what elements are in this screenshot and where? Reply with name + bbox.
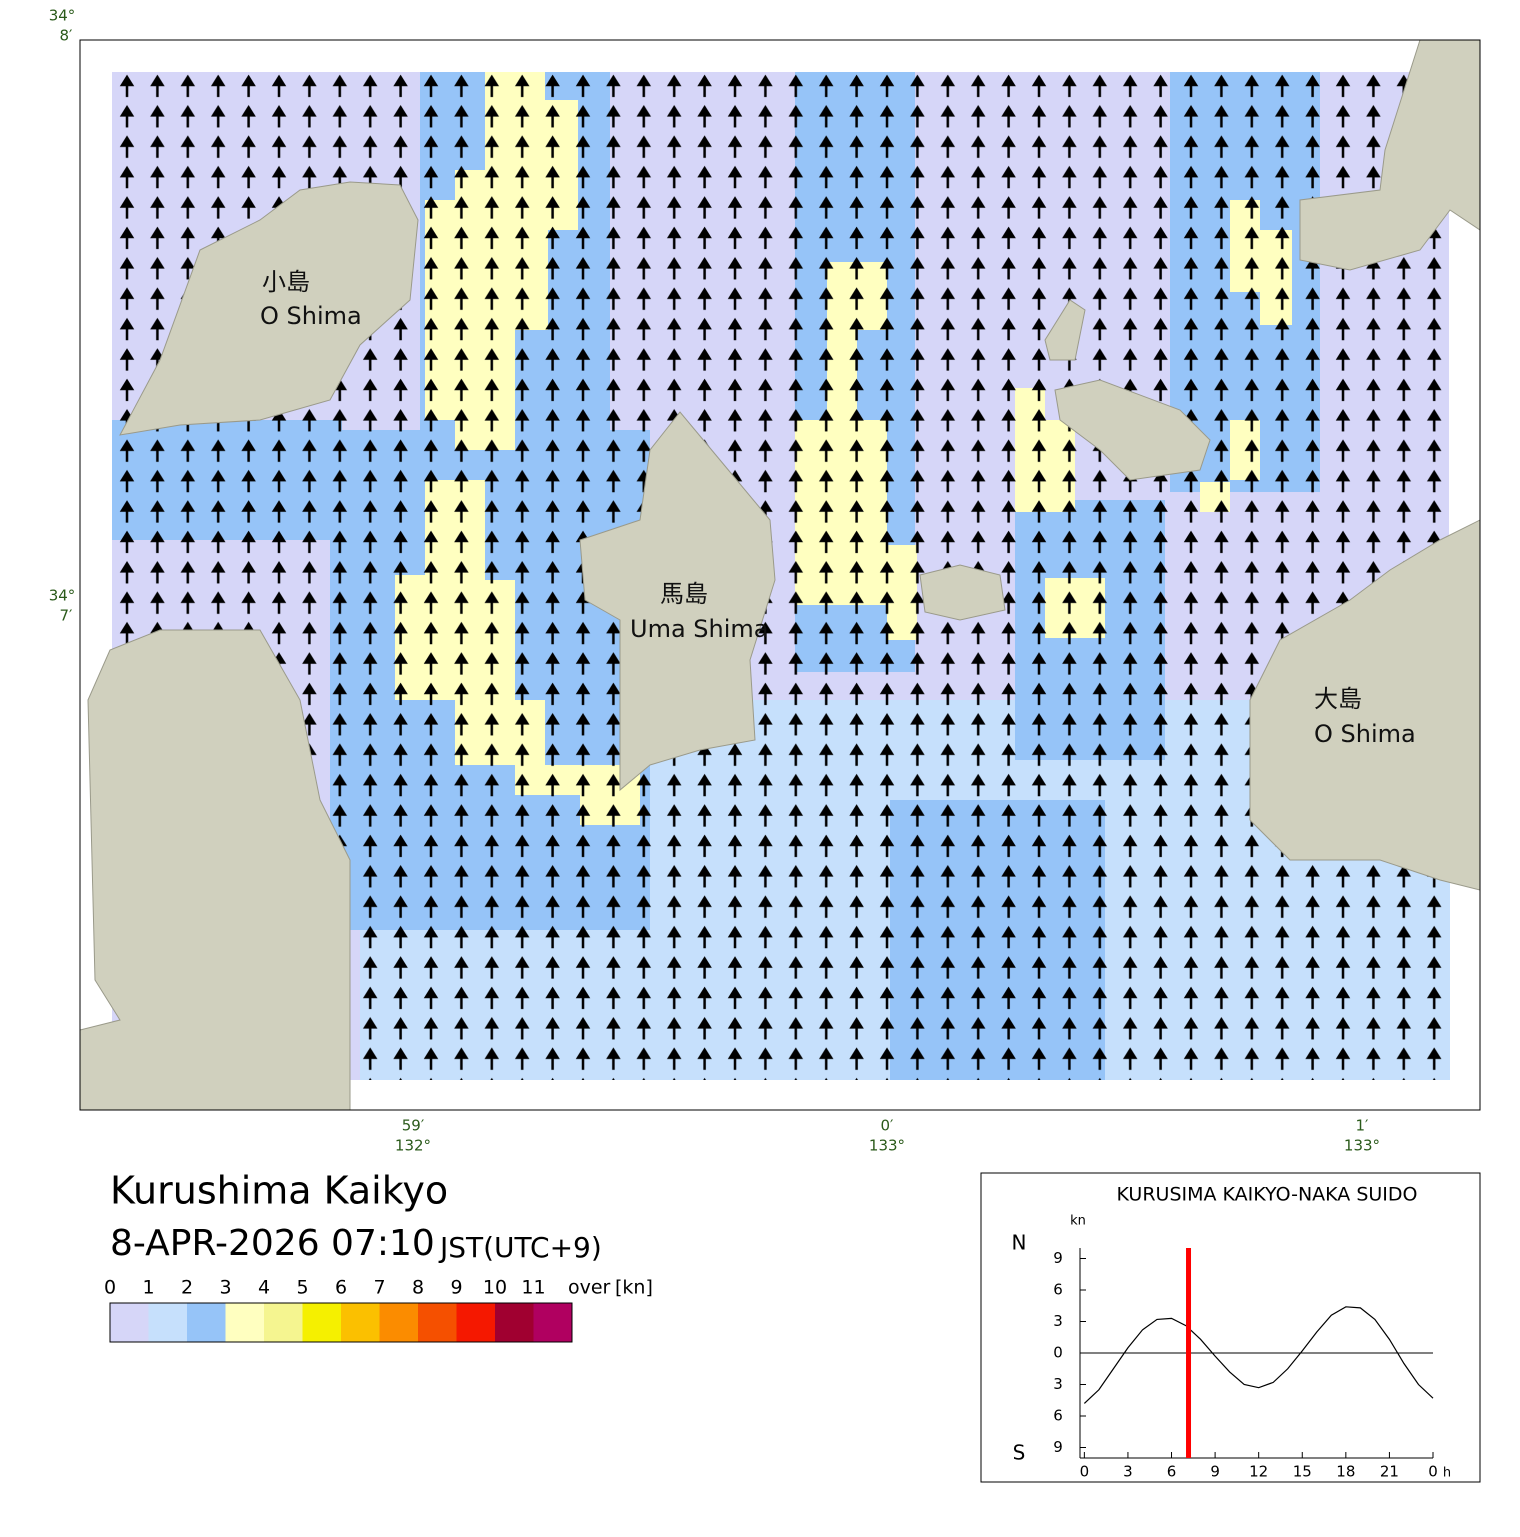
south-label: S <box>1013 1441 1026 1465</box>
lat-min: 8′ <box>60 27 74 45</box>
title: Kurushima Kaikyo <box>110 1169 448 1213</box>
land <box>1299 40 1480 271</box>
x-tick-label: 18 <box>1336 1463 1355 1481</box>
legend-label: 5 <box>296 1277 308 1299</box>
legend-label: 7 <box>373 1277 385 1299</box>
legend-swatch <box>302 1303 341 1342</box>
lat-min: 7′ <box>60 607 74 625</box>
island-label: 小島 <box>262 268 310 296</box>
x-tick-label: 0 <box>1428 1463 1438 1481</box>
y-tick-label: 9 <box>1053 1438 1063 1456</box>
tide-curve <box>1083 1306 1434 1404</box>
legend-swatch <box>341 1303 380 1342</box>
land <box>919 564 1006 621</box>
legend-label: 10 <box>483 1277 507 1299</box>
y-unit: kn <box>1070 1214 1086 1229</box>
y-tick-label: 3 <box>1053 1312 1063 1330</box>
lat-deg: 34° <box>49 7 76 25</box>
x-tick-label: 3 <box>1123 1463 1133 1481</box>
legend-swatch <box>148 1303 187 1342</box>
lon-min: 0′ <box>881 1117 895 1135</box>
y-tick-label: 6 <box>1053 1281 1063 1299</box>
land <box>1249 519 1480 891</box>
legend-label: over <box>568 1277 611 1299</box>
island-label: O Shima <box>260 302 362 330</box>
lon-deg: 133° <box>1344 1137 1380 1155</box>
legend-swatch <box>495 1303 534 1342</box>
legend-swatch <box>225 1303 264 1342</box>
tide-frame <box>980 1172 1481 1483</box>
legend-frame <box>109 1302 573 1343</box>
legend-swatch <box>533 1303 572 1342</box>
y-tick-label: 3 <box>1053 1375 1063 1393</box>
x-unit: h <box>1443 1466 1451 1481</box>
land <box>1054 379 1211 481</box>
legend-label: 3 <box>219 1277 231 1299</box>
legend-label: 2 <box>181 1277 193 1299</box>
land <box>579 411 776 792</box>
map-frame <box>79 39 1481 1111</box>
legend-swatch <box>379 1303 418 1342</box>
legend-swatch <box>456 1303 495 1342</box>
island-label: Uma Shima <box>630 615 768 643</box>
x-tick-label: 9 <box>1210 1463 1220 1481</box>
lon-min: 1′ <box>1356 1117 1370 1135</box>
legend-swatch <box>418 1303 457 1342</box>
legend-label: 8 <box>412 1277 424 1299</box>
island-label: 馬島 <box>660 580 708 608</box>
chart-title: KURUSIMA KAIKYO-NAKA SUIDO <box>1116 1184 1417 1206</box>
legend-label: 11 <box>521 1277 545 1299</box>
x-tick-label: 15 <box>1293 1463 1312 1481</box>
north-label: N <box>1012 1231 1027 1255</box>
timezone: JST(UTC+9) <box>438 1231 602 1264</box>
legend-label: 4 <box>258 1277 270 1299</box>
lon-deg: 132° <box>395 1137 431 1155</box>
legend-label: 0 <box>104 1277 116 1299</box>
legend: 0 1 2 3 4 5 6 7 8 9 10 11 over [kn] <box>104 1277 653 1343</box>
y-tick-label: 6 <box>1053 1407 1063 1425</box>
lon-min: 59′ <box>402 1117 425 1135</box>
x-tick-label: 21 <box>1380 1463 1399 1481</box>
land <box>119 181 419 436</box>
island-label: 大島 <box>1314 685 1362 713</box>
legend-label: 6 <box>335 1277 347 1299</box>
y-tick-label: 0 <box>1053 1344 1063 1362</box>
x-tick-label: 12 <box>1249 1463 1268 1481</box>
y-tick-label: 9 <box>1053 1249 1063 1267</box>
lat-deg: 34° <box>49 587 76 605</box>
lon-deg: 133° <box>869 1137 905 1155</box>
land <box>1044 299 1086 361</box>
legend-swatch <box>264 1303 303 1342</box>
legend-label: 1 <box>142 1277 154 1299</box>
legend-swatch <box>110 1303 149 1342</box>
legend-swatch <box>187 1303 226 1342</box>
map <box>80 40 1480 1110</box>
legend-label: 9 <box>450 1277 462 1299</box>
x-tick-label: 0 <box>1080 1463 1090 1481</box>
island-label: O Shima <box>1314 720 1416 748</box>
legend-unit: [kn] <box>615 1277 653 1299</box>
x-tick-label: 6 <box>1167 1463 1177 1481</box>
datetime: 8-APR-2026 07:10 <box>110 1223 435 1264</box>
land <box>80 629 351 1110</box>
